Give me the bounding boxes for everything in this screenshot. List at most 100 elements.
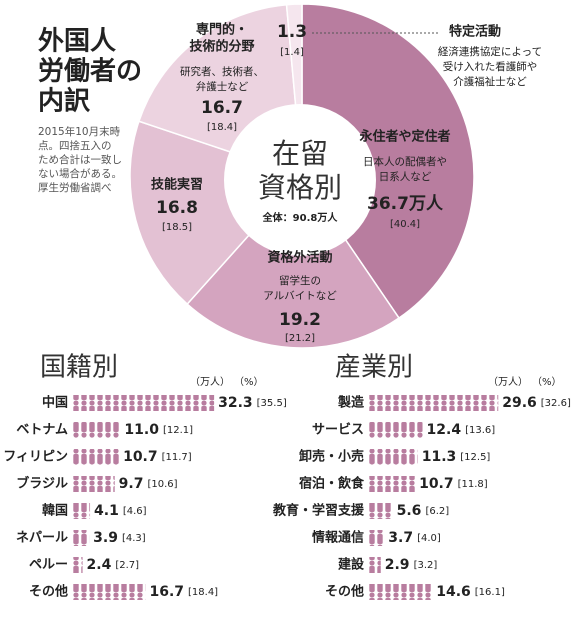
bar [72, 422, 121, 438]
bar [72, 530, 90, 546]
percent-label: [12.1] [163, 425, 193, 436]
center-title: 資格別 [258, 171, 342, 204]
pie-slice [186, 174, 401, 349]
bar [72, 395, 215, 411]
section-title: 産業別 [335, 353, 413, 383]
slice-value: 19.2 [279, 310, 321, 330]
category-label: フィリピン [3, 450, 68, 465]
category-label: 卸売・小売 [299, 449, 364, 465]
category-label: 建設 [338, 557, 365, 573]
bar [72, 449, 120, 465]
percent-label: [18.4] [188, 587, 218, 598]
unit-label: （%） [532, 376, 562, 388]
unit-label: （万人） [190, 376, 230, 388]
percent-label: [4.3] [122, 533, 146, 544]
note: 点。四捨五入の [38, 139, 112, 152]
category-label: サービス [312, 422, 364, 438]
bar [72, 476, 115, 492]
section-title: 国籍別 [40, 353, 118, 383]
value-label: 3.7 [388, 530, 413, 546]
bar [72, 503, 91, 519]
percent-label: [4.6] [123, 506, 147, 517]
percent-label: [11.8] [458, 479, 488, 490]
center-title: 在留 [272, 137, 328, 170]
slice-description: 弁護士など [196, 80, 249, 93]
value-label: 9.7 [119, 476, 144, 492]
title: 労働者の [38, 57, 142, 87]
bar [72, 584, 146, 600]
slice-description: 受け入れた看護師や [443, 60, 538, 73]
value-label: 3.9 [93, 530, 118, 546]
unit-label: （%） [234, 376, 264, 388]
category-label: ネパール [16, 531, 68, 546]
slice-description: 日本人の配偶者や [363, 155, 447, 168]
slice-name: 技能実習 [151, 177, 203, 193]
category-label: 宿泊・飲食 [299, 476, 365, 492]
percent-label: [12.5] [460, 452, 490, 463]
slice-percent: [18.5] [162, 222, 192, 233]
category-label: 中国 [42, 395, 68, 411]
value-label: 5.6 [397, 503, 422, 519]
note: ため合計は一致し [38, 153, 122, 166]
category-label: 製造 [337, 395, 365, 411]
percent-label: [10.6] [147, 479, 177, 490]
bar [368, 557, 381, 573]
title: 内訳 [38, 86, 91, 117]
slice-percent: [40.4] [390, 219, 420, 230]
value-label: 10.7 [123, 449, 158, 465]
slice-description: 研究者、技術者、 [180, 65, 264, 78]
bar [368, 530, 385, 546]
slice-value: 36.7万人 [367, 194, 444, 214]
category-label: 教育・学習支援 [272, 503, 365, 519]
slice-value: 16.7 [201, 98, 243, 118]
note: 厚生労働省調べ [38, 181, 112, 194]
note: ない場合がある。 [38, 167, 122, 180]
bar [368, 476, 416, 492]
slice-description: 介護福祉士など [453, 75, 527, 88]
slice-name: 専門的・ [196, 22, 248, 38]
center-total: 全体：90.8万人 [262, 211, 339, 224]
percent-label: [2.7] [115, 560, 139, 571]
slice-value: 1.3 [277, 22, 307, 42]
value-label: 32.3 [218, 395, 253, 411]
slice-description: アルバイトなど [263, 290, 337, 302]
bar [368, 449, 418, 465]
value-label: 2.9 [385, 557, 410, 573]
category-label: ブラジル [16, 476, 68, 492]
value-label: 11.0 [124, 422, 159, 438]
category-label: その他 [325, 584, 364, 600]
bar [72, 557, 83, 573]
slice-percent: [21.2] [285, 333, 315, 344]
slice-percent: [18.4] [207, 122, 237, 133]
bar [368, 422, 423, 438]
slice-percent: [1.4] [280, 47, 304, 58]
value-label: 14.6 [436, 584, 471, 600]
percent-label: [3.2] [414, 560, 438, 571]
unit-label: （万人） [488, 376, 528, 388]
percent-label: [13.6] [465, 425, 495, 436]
slice-name: 資格外活動 [267, 250, 332, 266]
bar [368, 395, 499, 411]
category-label: 情報通信 [312, 530, 364, 546]
bar [368, 584, 433, 600]
slice-description: 日系人など [379, 171, 432, 183]
category-label: 韓国 [42, 503, 68, 519]
value-label: 4.1 [94, 503, 119, 519]
percent-label: [32.6] [541, 398, 571, 409]
value-label: 12.4 [427, 422, 462, 438]
percent-label: [11.7] [162, 452, 192, 463]
category-label: その他 [29, 584, 68, 600]
value-label: 29.6 [502, 395, 537, 411]
percent-label: [16.1] [475, 587, 505, 598]
value-label: 2.4 [87, 557, 112, 573]
value-label: 11.3 [422, 449, 457, 465]
slice-description: 経済連携協定によって [438, 45, 542, 58]
slice-name: 永住者や定住者 [358, 129, 450, 145]
value-label: 16.7 [149, 584, 184, 600]
value-label: 10.7 [419, 476, 454, 492]
bar [368, 503, 393, 519]
category-label: ベトナム [16, 423, 68, 438]
percent-label: [35.5] [257, 398, 287, 409]
slice-value: 16.8 [156, 198, 198, 218]
percent-label: [4.0] [417, 533, 441, 544]
